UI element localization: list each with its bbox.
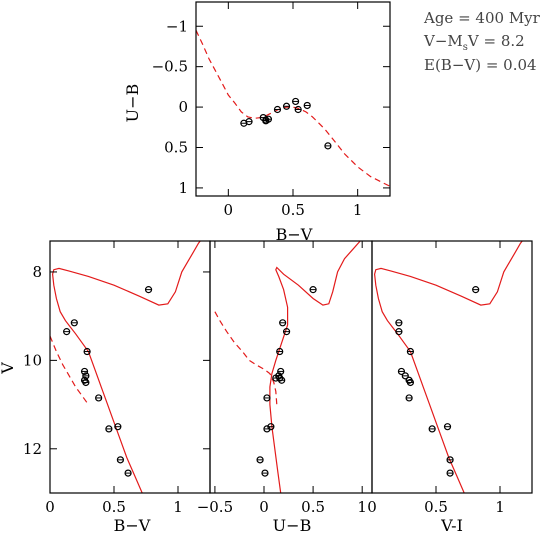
cmd-vi-data-point <box>405 394 413 402</box>
color-color-series-group <box>196 30 390 187</box>
cmd-vi-x-tick-label: 0 <box>367 498 377 516</box>
color-color-data-point <box>273 105 282 114</box>
cmd-ub-model-solid-curve <box>269 241 362 493</box>
cmd-ub-data-point <box>282 328 291 336</box>
color-color-plot-area: 0 0.5 1 −1 −0.5 0 0.5 1 <box>152 1 391 219</box>
cmd-ub-data-point <box>256 456 264 464</box>
cmd-vi-data-point <box>472 286 480 294</box>
cmd-vi-data-point <box>395 328 403 336</box>
cmd-vi-plot-area: 0 0.5 1 <box>367 240 533 516</box>
color-color-y-tick-label: −0.5 <box>152 58 188 76</box>
cmd-ub-data-point <box>309 286 317 294</box>
cmd-vi-frame <box>371 240 533 494</box>
cmd-ub-frame <box>209 240 373 494</box>
color-color-y-tick-label: 0 <box>178 98 188 116</box>
cmd-bv-y-tick-label: 10 <box>23 351 42 369</box>
cmd-bv-data-point <box>82 378 90 387</box>
cmd-bv-y-tick-label: 8 <box>32 263 42 281</box>
cmd-bv-model-solid-curve <box>51 241 201 493</box>
cmd-vi-data-point <box>406 378 414 387</box>
cmd-vi-data-point <box>446 469 454 477</box>
cmd-bv-data-point <box>95 394 103 402</box>
cmd-vi-x-tick-label: 0.5 <box>424 498 448 516</box>
panel-cmd-vi: 0 0.5 1 V-I <box>367 240 533 534</box>
cmd-bv-model-dashed-curve <box>50 335 89 405</box>
color-color-data-point <box>282 102 291 110</box>
cmd-bv-data-point <box>80 367 89 376</box>
cmd-ub-data-point <box>277 367 285 376</box>
cmd-bv-y-tick-label: 12 <box>23 440 42 458</box>
age-annotation: Age = 400 Myr <box>423 9 541 27</box>
color-color-x-tick-label: 0.5 <box>281 201 305 219</box>
color-color-y-tick-label: 1 <box>178 179 188 197</box>
cmd-ub-data-point <box>276 347 284 356</box>
cmd-bv-x-tick-label: 0 <box>45 498 55 516</box>
cmd-ub-model-dashed-curve <box>214 311 278 405</box>
color-color-data-point <box>264 115 273 123</box>
color-color-model-curve <box>196 30 390 187</box>
annotation-block: Age = 400 Myr V−MsV = 8.2 E(B−V) = 0.04 <box>423 9 541 74</box>
cmd-ub-x-tick-label: 0.5 <box>301 498 325 516</box>
cmd-bv-data-point <box>114 423 122 431</box>
cmd-vi-data-point <box>395 319 403 327</box>
cmd-ub-data-point <box>263 394 271 402</box>
cmd-bv-data-point <box>83 347 91 356</box>
cmd-ub-data-point <box>261 469 269 477</box>
cmd-bv-data-point <box>82 372 90 380</box>
extinction-annotation: E(B−V) = 0.04 <box>424 56 537 74</box>
cmd-ub-data-point <box>267 423 275 431</box>
cmd-ub-plot-area: −0.5 0 0.5 1 <box>197 240 373 516</box>
color-color-y-tick-label: −1 <box>166 17 188 35</box>
cmd-bv-x-tick-label: 1 <box>173 498 183 516</box>
color-color-x-tick-label: 1 <box>353 201 363 219</box>
distance-modulus-subscript: s <box>463 42 468 53</box>
cmd-bv-frame <box>49 240 211 494</box>
cmd-vi-data-point <box>406 347 414 356</box>
cmd-y-axis-label: V <box>0 362 17 375</box>
distance-modulus-value: V = 8.2 <box>467 32 525 50</box>
color-color-data-point <box>291 97 300 106</box>
distance-modulus-prefix: V−M <box>423 32 463 50</box>
cmd-bv-data-point <box>144 286 153 294</box>
cmd-vi-data-point <box>446 456 454 464</box>
color-color-x-axis-label: B−V <box>276 225 313 244</box>
cmd-bv-x-axis-label: B−V <box>114 516 151 534</box>
cmd-bv-data-point <box>70 319 78 327</box>
cmd-ub-data-point <box>279 319 287 327</box>
cmd-ub-x-tick-label: 0 <box>259 498 269 516</box>
color-color-data-point <box>324 142 332 150</box>
cmd-vi-x-axis-label: V-I <box>440 516 463 534</box>
cmd-bv-x-tick-label: 0.5 <box>102 498 126 516</box>
cmd-ub-series-group <box>214 241 362 493</box>
cmd-bv-data-point <box>124 469 132 477</box>
cmd-ub-x-axis-label: U−B <box>273 516 312 534</box>
cmd-ub-x-tick-label: 1 <box>357 498 367 516</box>
cmd-bv-data-point <box>105 425 113 433</box>
panel-color-color: 0 0.5 1 −1 −0.5 0 0.5 1 B−V U−B <box>123 1 391 244</box>
color-color-data-point <box>294 105 302 114</box>
cmd-ub-data-point <box>272 374 280 382</box>
panel-cmd-ub: −0.5 0 0.5 1 U−B <box>197 240 373 534</box>
cmd-bv-plot-area: 0 0.5 1 8 10 12 <box>23 240 211 516</box>
cmd-vi-data-point <box>428 425 436 433</box>
color-color-y-tick-label: 0.5 <box>164 139 188 157</box>
cmd-vi-x-tick-label: 1 <box>495 498 505 516</box>
color-color-x-tick-label: 0 <box>224 201 234 219</box>
cmd-bv-series-group <box>50 241 201 493</box>
cmd-bv-data-point <box>63 328 71 336</box>
color-color-data-point <box>245 118 253 126</box>
cmd-ub-x-tick-label: −0.5 <box>197 498 233 516</box>
cmd-vi-series-group <box>373 241 523 493</box>
color-color-data-point <box>303 101 311 110</box>
distance-modulus-annotation: V−MsV = 8.2 <box>423 32 525 53</box>
cmd-vi-data-point <box>397 367 406 376</box>
cmd-bv-data-point <box>116 456 125 464</box>
cmd-vi-data-point <box>443 423 452 431</box>
color-color-y-axis-label: U−B <box>123 84 142 123</box>
cmd-vi-data-point <box>401 372 409 380</box>
panel-cmd-bv: 0 0.5 1 8 10 12 B−V V <box>0 240 211 534</box>
cmd-vi-model-solid-curve <box>373 241 523 493</box>
